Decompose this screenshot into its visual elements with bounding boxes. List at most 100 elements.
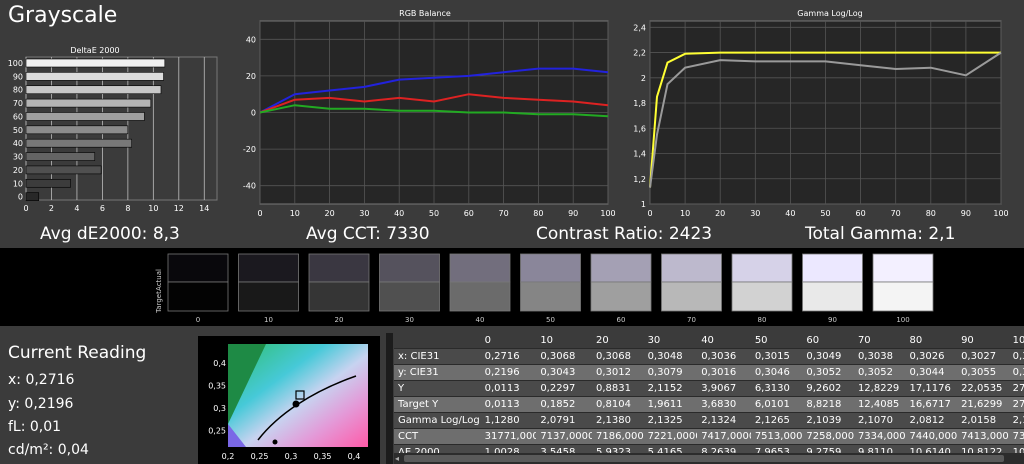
rgb-x-tick: 50 xyxy=(429,209,439,218)
delta-e-chart: DeltaE 2000 0 2 4 6 8 10 12 14 0 10 20 30 40 50 60 70 8… xyxy=(8,46,218,213)
table-cell: 0,3036 xyxy=(697,348,751,365)
table-column-header: 20 xyxy=(592,333,644,349)
delta-e-bar xyxy=(25,165,102,175)
gamma-x-tick: 60 xyxy=(856,209,866,218)
table-cell: 0,8104 xyxy=(592,396,644,413)
table-cell: 7,9653 xyxy=(750,444,803,453)
table-cell: 2,1152 xyxy=(643,380,698,397)
table-cell: 0,3068 xyxy=(592,348,644,365)
swatch-label: 40 xyxy=(476,316,485,324)
table-cell: 0,3079 xyxy=(643,364,698,381)
table-cell: 9,2602 xyxy=(802,380,854,397)
table-cell: 0,2196 xyxy=(480,364,537,381)
swatch-target xyxy=(661,281,722,312)
table-cell: 5,9323 xyxy=(592,444,644,453)
rgb-series-line xyxy=(259,67,609,114)
gamma-y-tick: 2,2 xyxy=(633,49,646,58)
table-column-header: 90 xyxy=(957,333,1009,349)
table-cell: 0,3055 xyxy=(957,364,1009,381)
delta-e-x-tick: 14 xyxy=(199,204,209,213)
delta-e-bar xyxy=(25,178,71,188)
cie-green-region xyxy=(228,344,266,424)
delta-e-bar xyxy=(25,138,132,148)
gamma-y-tick: 2 xyxy=(641,74,646,83)
swatch-target xyxy=(520,281,581,312)
table-column-header: 40 xyxy=(697,333,751,349)
swatch-actual xyxy=(802,253,863,283)
swatch-actual xyxy=(238,253,299,283)
table-column-header: 0 xyxy=(480,333,537,349)
table-row-label: Gamma Log/Log xyxy=(394,412,481,429)
delta-e-bar xyxy=(25,58,166,68)
rgb-y-tick: 20 xyxy=(246,72,256,81)
cie-y-tick: 0,4 xyxy=(213,359,226,368)
reading-fl: fL: 0,01 xyxy=(8,419,62,435)
swatch-target xyxy=(731,281,793,312)
table-cell: 0,0113 xyxy=(480,380,537,397)
delta-e-y-tick: 80 xyxy=(13,86,23,95)
table-cell: 12,4085 xyxy=(853,396,906,413)
delta-e-bar xyxy=(25,98,152,108)
table-scrollbar-thumb[interactable] xyxy=(404,455,1004,462)
cie-y-tick: 0,3 xyxy=(213,404,226,413)
scroll-left-arrow-icon[interactable]: ◂ xyxy=(395,454,400,463)
gamma-y-tick: 1,4 xyxy=(633,150,646,159)
swatch-target xyxy=(590,281,652,312)
table-row: Target Y 0,0113 0,1852 0,8104 1,9611 3,6830 6,… xyxy=(394,396,1024,413)
table-cell: 0,3012 xyxy=(592,364,644,381)
table-cell: 7513,0000 xyxy=(750,428,803,445)
rgb-x-tick: 10 xyxy=(290,209,300,218)
swatch-target xyxy=(449,281,511,312)
swatch-label: 0 xyxy=(196,316,200,324)
table-cell: 21,6299 xyxy=(957,396,1009,413)
gamma-x-tick: 50 xyxy=(820,209,830,218)
table-row: Gamma Log/Log 1,1280 2,0791 2,1380 2,1325 2,1… xyxy=(394,412,1024,429)
delta-e-y-tick: 50 xyxy=(13,126,23,135)
table-cell: 0,3043 xyxy=(536,364,592,381)
table-row: y: CIE31 0,2196 0,3043 0,3012 0,3079 0,3016 0,… xyxy=(394,364,1024,381)
reading-y: y: 0,2196 xyxy=(8,396,74,412)
delta-e-x-tick: 2 xyxy=(49,204,54,213)
gamma-x-tick: 40 xyxy=(785,209,795,218)
table-cell: 10,8122 xyxy=(957,444,1009,453)
table-cell: 2,1070 xyxy=(853,412,906,429)
delta-e-x-tick: 0 xyxy=(23,204,28,213)
table-cell: 6,3130 xyxy=(750,380,803,397)
swatch-actual xyxy=(308,253,370,283)
table-cell: 2,1380 xyxy=(592,412,644,429)
table-cell: 0,3068 xyxy=(536,348,592,365)
gamma-x-tick: 100 xyxy=(993,209,1008,218)
table-cell: 0,8831 xyxy=(592,380,644,397)
swatch-target xyxy=(872,281,934,312)
delta-e-y-tick: 40 xyxy=(13,139,23,148)
rgb-x-tick: 90 xyxy=(568,209,578,218)
swatch-label: 20 xyxy=(335,316,344,324)
swatch-target xyxy=(238,281,299,312)
table-cell: 9,8110 xyxy=(853,444,906,453)
table-row-label: Target Y xyxy=(394,396,481,413)
rgb-series-line xyxy=(259,93,609,114)
swatch-label: 90 xyxy=(828,316,837,324)
table-column-header: 10 xyxy=(536,333,592,349)
swatch-label: 60 xyxy=(617,316,626,324)
gamma-y-tick: 1,8 xyxy=(633,99,646,108)
table-cell: 0,3052 xyxy=(802,364,854,381)
table-column-header: 100 xyxy=(1008,333,1024,349)
table-column-header: 80 xyxy=(905,333,958,349)
current-reading-title: Current Reading xyxy=(8,343,147,363)
gamma-x-tick: 70 xyxy=(891,209,901,218)
table-cell: 0,2297 xyxy=(536,380,592,397)
table-cell: 27,29 xyxy=(1008,396,1024,413)
rgb-balance-title: RGB Balance xyxy=(399,9,451,18)
swatch-strip: Actual Target 0 10 20 30 40 50 60 70 80 90 100 xyxy=(155,253,934,324)
delta-e-bar xyxy=(25,192,40,201)
gamma-series-line xyxy=(649,51,1001,188)
delta-e-bar xyxy=(25,112,145,121)
delta-e-x-tick: 10 xyxy=(148,204,158,213)
table-cell: 2,1325 xyxy=(643,412,698,429)
swatch-actual xyxy=(449,253,511,283)
table-cell: 9,2759 xyxy=(802,444,854,453)
delta-e-x-tick: 6 xyxy=(100,204,105,213)
